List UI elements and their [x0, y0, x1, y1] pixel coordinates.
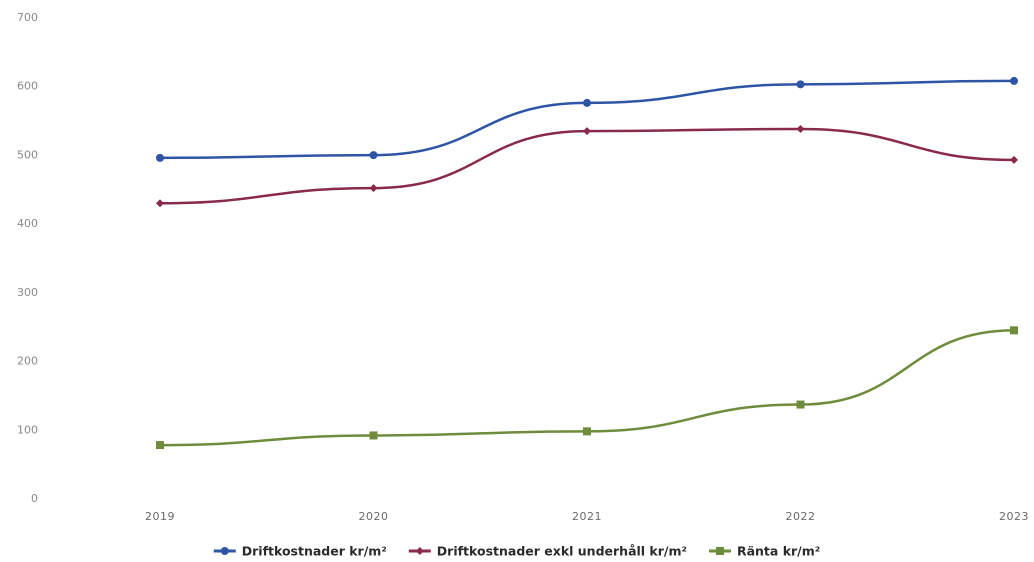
series-line [158, 329, 1016, 447]
series-line [158, 79, 1016, 160]
x-axis: 2019 2020 2021 2022 2023 [145, 510, 1029, 523]
y-tick-label: 100 [17, 423, 38, 436]
data-point [369, 184, 378, 193]
legend-item-3[interactable]: Ränta kr/m² [708, 544, 820, 559]
x-tick-label: 2019 [145, 510, 175, 523]
x-tick-label: 2022 [786, 510, 816, 523]
y-tick-label: 400 [17, 217, 38, 230]
series-2 [156, 125, 1018, 208]
legend-item-1[interactable]: Driftkostnader kr/m² [213, 544, 387, 559]
data-point [1010, 76, 1018, 85]
data-point [796, 400, 805, 409]
legend-label: Driftkostnader exkl underhåll kr/m² [437, 544, 687, 559]
legend-label: Ränta kr/m² [737, 544, 820, 559]
y-tick-label: 600 [17, 80, 38, 93]
data-point [796, 80, 805, 89]
data-point [156, 199, 164, 208]
x-tick-label: 2020 [359, 510, 389, 523]
data-point [156, 441, 164, 450]
legend-label: Driftkostnader kr/m² [242, 544, 387, 559]
data-point [369, 431, 378, 440]
series-3 [156, 326, 1018, 450]
y-axis: 0 100 200 300 400 500 600 700 [17, 11, 38, 505]
y-tick-label: 0 [31, 492, 38, 505]
data-point [369, 151, 378, 160]
y-tick-label: 500 [17, 148, 38, 161]
x-tick-label: 2021 [572, 510, 602, 523]
y-tick-label: 300 [17, 286, 38, 299]
legend-marker-icon [715, 547, 724, 555]
y-tick-label: 700 [17, 11, 38, 24]
legend: Driftkostnader kr/m² Driftkostnader exkl … [213, 544, 820, 559]
data-point [583, 427, 591, 436]
series-1 [156, 76, 1018, 162]
data-point [796, 125, 805, 134]
series-layer [156, 76, 1018, 450]
data-point [1010, 155, 1018, 164]
data-point [1010, 326, 1018, 335]
legend-item-2[interactable]: Driftkostnader exkl underhåll kr/m² [408, 544, 687, 559]
data-point [583, 127, 591, 136]
legend-marker-icon [415, 547, 424, 555]
data-point [583, 98, 591, 107]
series-line [158, 127, 1016, 205]
x-tick-label: 2023 [999, 510, 1029, 523]
y-tick-label: 200 [17, 355, 38, 368]
legend-marker-icon [220, 547, 229, 555]
data-point [156, 153, 164, 162]
